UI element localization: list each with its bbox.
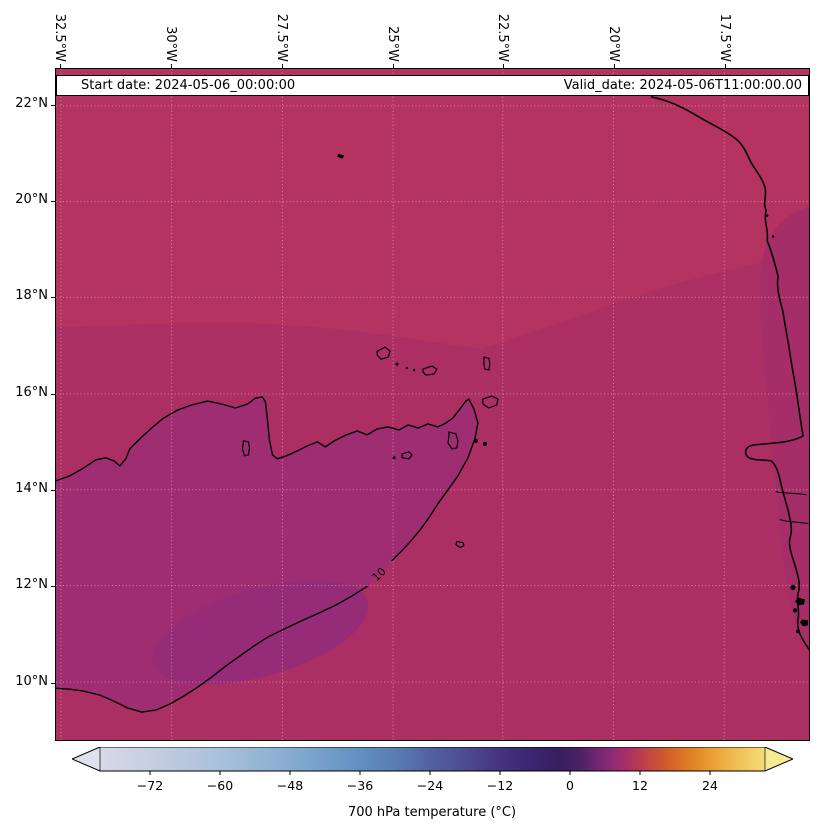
- axis-tick: [51, 683, 55, 684]
- axis-tick: [51, 490, 55, 491]
- colorbar-axis-label: 700 hPa temperature (°C): [347, 805, 517, 820]
- lat-tick-label: 16°N: [15, 385, 48, 400]
- colorbar-tick-label: 0: [566, 778, 574, 793]
- lon-tick-label: 32.5°W: [52, 13, 67, 62]
- colorbar-tick-label: −24: [416, 778, 444, 793]
- lon-tick-label: 20°W: [606, 26, 621, 62]
- colorbar-gradient: [72, 747, 793, 772]
- lon-tick-label: 17.5°W: [717, 13, 732, 62]
- lat-tick-label: 20°N: [15, 192, 48, 207]
- axis-tick: [51, 394, 55, 395]
- lon-tick-label: 30°W: [163, 26, 178, 62]
- africa-coastline: [650, 96, 809, 651]
- lat-tick-label: 22°N: [15, 96, 48, 111]
- colorbar-tick-label: −12: [486, 778, 514, 793]
- date-banner: Start date: 2024-05-06_00:00:00 Valid_da…: [56, 75, 809, 96]
- axis-tick: [393, 64, 394, 68]
- lat-tick-label: 12°N: [15, 577, 48, 592]
- lon-tick-label: 22.5°W: [495, 13, 510, 62]
- valid-date-text: Valid_date: 2024-05-06T11:00:00.00: [563, 78, 802, 93]
- axis-tick: [171, 64, 172, 68]
- colorbar: −72 −60 −48 −36 −24 −12 0 12 24 700 hPa …: [72, 747, 793, 837]
- colorbar-ticks: [149, 771, 711, 775]
- colorbar-tick-label: −60: [206, 778, 234, 793]
- axis-tick: [725, 64, 726, 68]
- temperature-band-coast: [760, 206, 809, 652]
- temperature-cold-pocket: [56, 397, 478, 713]
- colorbar-tick-label: 12: [632, 778, 648, 793]
- lat-tick-label: 14°N: [15, 481, 48, 496]
- axis-tick: [51, 105, 55, 106]
- colorbar-tick-label: −72: [136, 778, 164, 793]
- temperature-band-north: [56, 69, 809, 350]
- colorbar-tick-label: −48: [276, 778, 304, 793]
- axis-tick: [51, 297, 55, 298]
- cape-verde-islands: [241, 153, 499, 549]
- axis-tick: [51, 586, 55, 587]
- map-area: 10: [55, 68, 810, 741]
- lat-tick-label: 18°N: [15, 288, 48, 303]
- gridlines: [56, 69, 809, 740]
- lon-tick-label: 25°W: [385, 26, 400, 62]
- colorbar-tick-label: 24: [702, 778, 718, 793]
- temperature-cold-core: [152, 580, 369, 685]
- axis-tick: [503, 64, 504, 68]
- axis-tick: [282, 64, 283, 68]
- colorbar-tick-label: −36: [346, 778, 374, 793]
- axis-tick: [60, 64, 61, 68]
- temperature-contour-10: [56, 396, 479, 713]
- start-date-text: Start date: 2024-05-06_00:00:00: [81, 78, 296, 93]
- lon-tick-label: 27.5°W: [274, 13, 289, 62]
- axis-tick: [614, 64, 615, 68]
- axis-tick: [51, 201, 55, 202]
- lat-tick-label: 10°N: [15, 674, 48, 689]
